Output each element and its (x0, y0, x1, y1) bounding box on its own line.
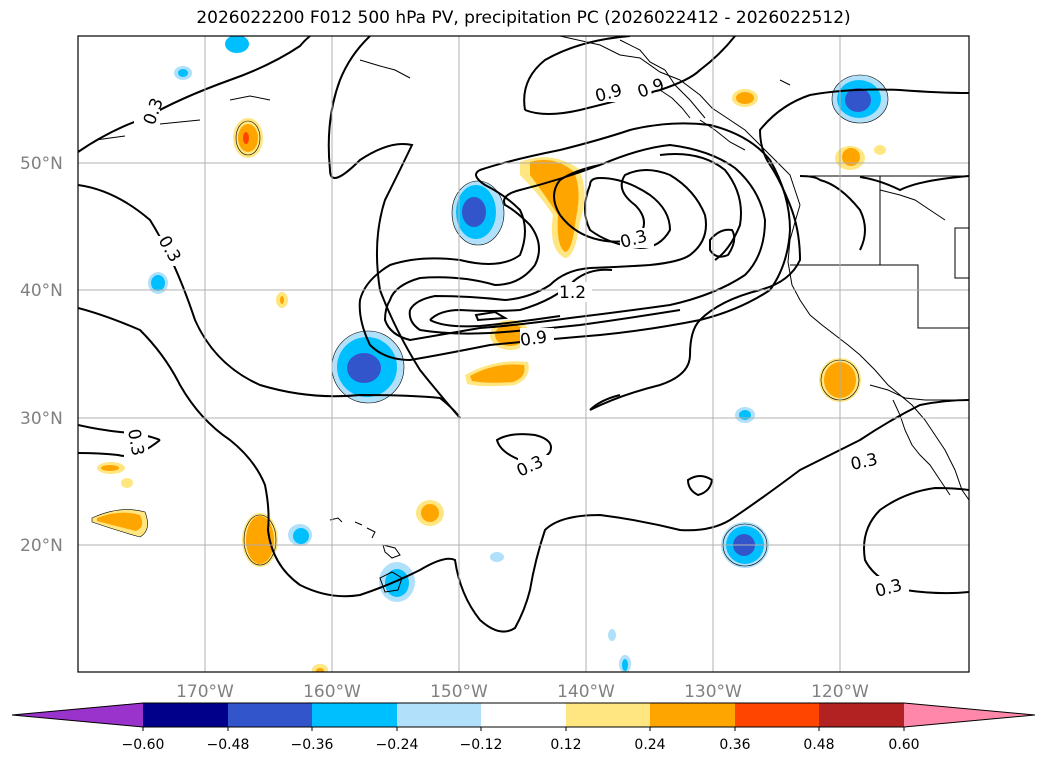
lon-label-120w: 120°W (811, 682, 869, 702)
colorbar-tick-label: 0.48 (803, 737, 834, 753)
colorbar-segment (735, 703, 819, 727)
lon-label-140w: 140°W (557, 682, 615, 702)
colorbar-tick-label: 0.12 (550, 737, 581, 753)
lat-labels: 50°N 40°N 30°N 20°N (20, 154, 63, 556)
colorbar-tick-label: −0.12 (460, 737, 503, 753)
colorbar-extend-low (12, 703, 143, 727)
colorbar-tick-label: −0.24 (376, 737, 419, 753)
colorbar-segment (228, 703, 312, 727)
lat-label-50: 50°N (20, 154, 63, 174)
lon-labels: 170°W 160°W 150°W 140°W 130°W 120°W (176, 682, 869, 702)
colorbar-segment (819, 703, 904, 727)
contour-label: 1.2 (559, 283, 586, 303)
map-title: 2026022200 F012 500 hPa PV, precipitatio… (196, 8, 851, 28)
contour-label: 0.3 (123, 427, 147, 457)
lat-label-40: 40°N (20, 281, 63, 301)
map-panel: 0.3 0.3 0.3 0.9 0.9 1.2 0.3 0.3 0.3 0.9 (77, 35, 970, 673)
colorbar-extend-high (904, 703, 1035, 727)
coastline (95, 36, 969, 593)
colorbar-tick-label: −0.60 (122, 737, 165, 753)
lat-label-30: 30°N (20, 409, 63, 429)
lon-label-160w: 160°W (303, 682, 361, 702)
colorbar-segment (397, 703, 481, 727)
contour-label: 0.9 (519, 327, 549, 351)
colorbar-tick-label: −0.48 (207, 737, 250, 753)
colorbar-segment (481, 703, 566, 727)
colorbar-segment (566, 703, 650, 727)
lon-label-130w: 130°W (684, 682, 742, 702)
colorbar-segment (650, 703, 735, 727)
colorbar: −0.60 −0.48 −0.36 −0.24 −0.12 0.12 0.24 … (11, 702, 1036, 753)
colorbar-tick-label: 0.60 (888, 737, 919, 753)
colorbar-tick-label: −0.36 (291, 737, 334, 753)
lon-label-170w: 170°W (176, 682, 234, 702)
colorbar-segment (143, 703, 228, 727)
lat-label-20: 20°N (20, 536, 63, 556)
gridlines (78, 36, 969, 672)
colorbar-tick-label: 0.36 (719, 737, 750, 753)
colorbar-segment (312, 703, 397, 727)
colorbar-tick-label: 0.24 (634, 737, 665, 753)
map-frame (77, 35, 970, 673)
lon-label-150w: 150°W (430, 682, 488, 702)
